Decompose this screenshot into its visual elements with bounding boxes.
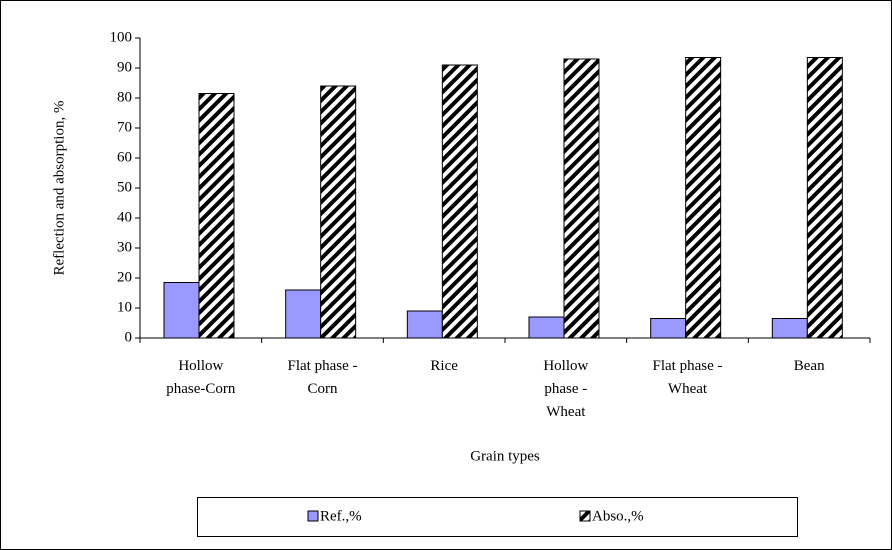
- y-tick-label: 70: [117, 119, 132, 135]
- bar: [650, 318, 687, 339]
- legend-label: Abso.,%: [592, 508, 644, 524]
- y-tick-label: 0: [125, 329, 133, 345]
- y-tick-label: 80: [117, 89, 132, 105]
- bar: [528, 316, 565, 339]
- x-tick-label: Hollow phase-Corn: [166, 358, 236, 397]
- bar: [771, 318, 808, 339]
- bar: [806, 57, 843, 339]
- bar: [285, 289, 322, 339]
- bar: [406, 310, 443, 339]
- y-tick-label: 30: [117, 239, 132, 255]
- bar: [163, 282, 200, 339]
- legend-swatch: [579, 510, 591, 522]
- x-tick-label: Bean: [794, 358, 825, 374]
- x-tick-label: Flat phase -Wheat: [653, 358, 723, 397]
- bar: [320, 85, 357, 339]
- y-tick-label: 60: [117, 149, 132, 165]
- y-tick-label: 100: [110, 29, 133, 45]
- bar: [198, 93, 235, 339]
- legend-label: Ref.,%: [320, 508, 362, 524]
- x-tick-label: Flat phase -Corn: [288, 358, 358, 397]
- y-tick-label: 40: [117, 209, 132, 225]
- y-tick-label: 90: [117, 59, 132, 75]
- x-tick-label: Rice: [430, 358, 458, 374]
- bar: [441, 64, 478, 339]
- x-axis-title: Grain types: [470, 448, 540, 464]
- bar: [563, 58, 600, 339]
- y-tick-label: 10: [117, 299, 132, 315]
- legend-swatch: [307, 510, 319, 522]
- bar: [685, 57, 722, 339]
- y-axis-title: Reflection and absorption, %: [51, 101, 67, 276]
- legend-box: [197, 497, 798, 537]
- y-tick-label: 50: [117, 179, 132, 195]
- y-tick-label: 20: [117, 269, 132, 285]
- x-tick-label: Hollow phase -Wheat: [543, 358, 588, 420]
